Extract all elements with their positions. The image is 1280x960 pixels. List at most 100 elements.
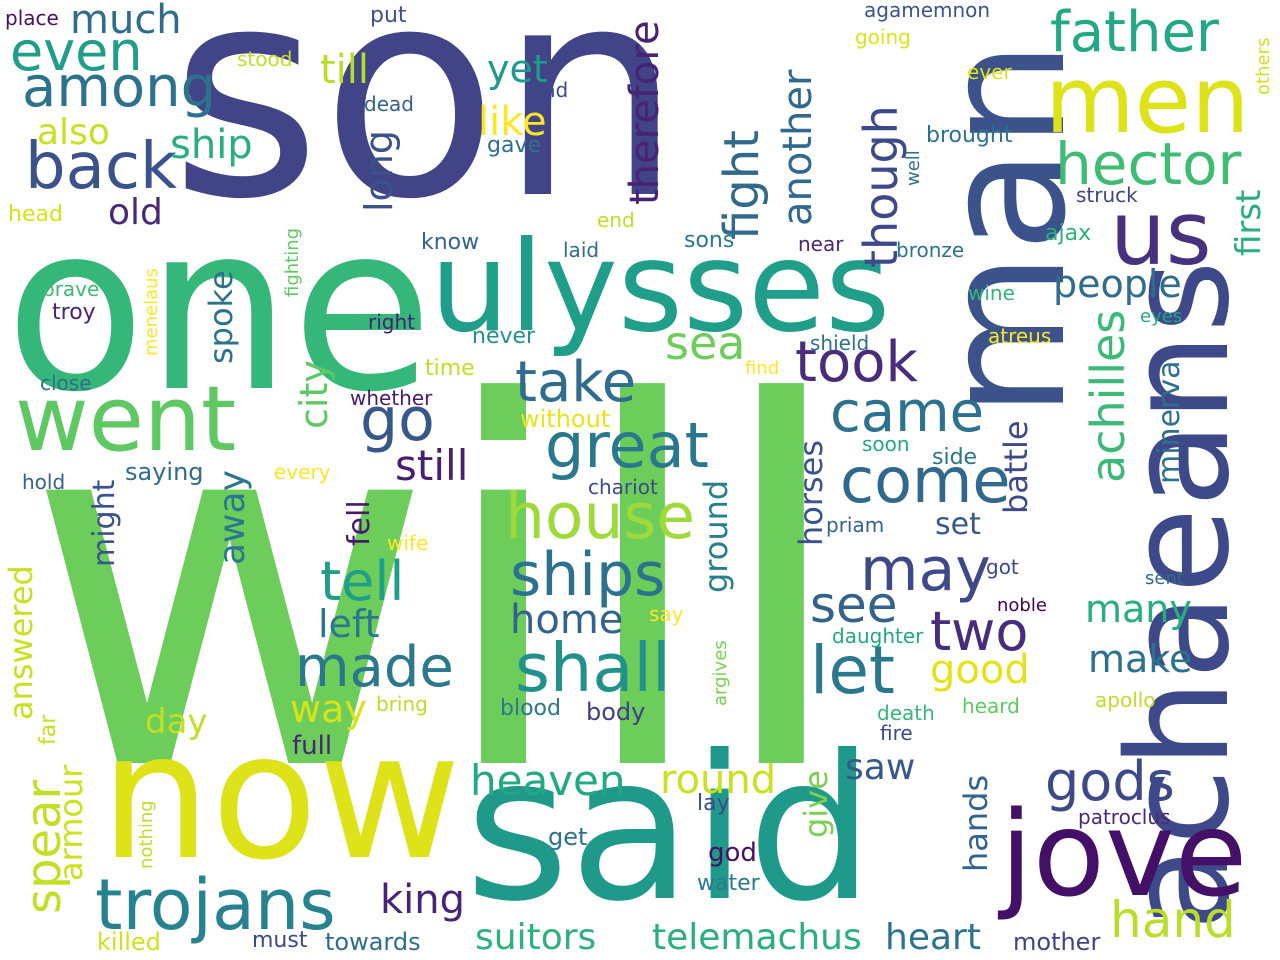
word-going: going <box>855 25 911 49</box>
word-killed: killed <box>97 928 161 956</box>
word-chariot: chariot <box>588 475 658 499</box>
word-long: long <box>357 129 401 212</box>
word-death: death <box>877 701 935 725</box>
word-go: go <box>360 385 435 455</box>
word-men: men <box>1045 47 1250 154</box>
word-sent: sent <box>1145 568 1184 589</box>
word-among: among <box>22 55 217 120</box>
word-heaven: heaven <box>470 756 626 805</box>
word-heard: heard <box>962 694 1020 718</box>
word-end: end <box>597 208 635 232</box>
word-noble: noble <box>997 595 1047 616</box>
word-lay: lay <box>697 791 730 816</box>
word-fighting: fighting <box>282 227 303 297</box>
word-blood: blood <box>500 696 561 721</box>
word-answered: answered <box>2 565 40 720</box>
word-trojans: trojans <box>95 864 336 946</box>
word-laid: laid <box>563 238 600 262</box>
word-menelaus: menelaus <box>141 268 162 356</box>
word-brave: brave <box>42 277 100 301</box>
word-hands: hands <box>957 774 995 872</box>
word-made: made <box>295 635 454 700</box>
word-father: father <box>1050 0 1219 65</box>
word-city: city <box>292 360 336 429</box>
word-son: son <box>170 0 683 263</box>
word-away: away <box>212 470 253 565</box>
word-shall: shall <box>515 629 671 707</box>
word-left: left <box>318 602 380 646</box>
word-ajax: ajax <box>1045 221 1092 246</box>
word-many: many <box>1085 587 1192 631</box>
word-priam: priam <box>826 513 885 537</box>
word-hector: hector <box>1055 130 1242 198</box>
word-hand: hand <box>1110 891 1236 949</box>
word-fire: fire <box>880 721 913 745</box>
word-therefore: therefore <box>622 20 668 205</box>
word-came: came <box>830 380 985 445</box>
word-nothing: nothing <box>136 800 157 869</box>
word-said: said <box>465 713 875 946</box>
word-two: two <box>930 600 1029 663</box>
word-head: head <box>8 202 63 227</box>
word-fight: fight <box>714 130 770 240</box>
word-sons: sons <box>684 228 735 253</box>
word-far: far <box>36 714 61 745</box>
word-never: never <box>472 324 536 349</box>
word-armour: armour <box>52 764 90 881</box>
word-battle: battle <box>997 420 1035 514</box>
word-close: close <box>40 371 92 395</box>
word-brought: brought <box>926 123 1013 148</box>
word-stood: stood <box>237 47 293 71</box>
word-still: still <box>395 441 469 490</box>
word-argives: argives <box>710 640 731 706</box>
word-one: one <box>5 176 433 443</box>
word-struck: struck <box>1076 183 1138 207</box>
word-troy: troy <box>52 300 96 325</box>
word-king: king <box>380 877 466 923</box>
word-soon: soon <box>862 432 910 456</box>
word-round: round <box>660 757 777 803</box>
word-may: may <box>860 535 991 605</box>
word-wine: wine <box>968 281 1015 305</box>
word-great: great <box>545 409 709 482</box>
word-patroclus: patroclus <box>1078 805 1171 829</box>
word-give: give <box>797 770 835 838</box>
word-place: place <box>5 6 59 30</box>
word-yet: yet <box>487 47 548 91</box>
word-agamemnon: agamemnon <box>864 0 991 22</box>
word-first: first <box>1229 189 1269 256</box>
word-wife: wife <box>387 531 429 555</box>
word-atreus: atreus <box>988 324 1052 348</box>
word-like: like <box>478 99 547 145</box>
word-near: near <box>798 232 844 256</box>
word-shield: shield <box>810 331 870 355</box>
word-land: land <box>525 78 569 102</box>
word-eyes: eyes <box>1140 306 1183 327</box>
word-set: set <box>935 507 981 542</box>
word-make: make <box>1088 637 1193 681</box>
word-tell: tell <box>320 550 405 613</box>
word-let: let <box>810 632 895 709</box>
word-get: get <box>548 823 588 851</box>
word-apollo: apollo <box>1095 688 1156 712</box>
word-ground: ground <box>697 479 735 593</box>
word-right: right <box>368 310 415 334</box>
word-ships: ships <box>510 540 666 610</box>
word-god: god <box>708 838 757 868</box>
word-hold: hold <box>22 470 66 494</box>
word-time: time <box>425 356 475 381</box>
word-gods: gods <box>1045 750 1175 813</box>
word-even: even <box>10 20 143 83</box>
word-say: say <box>649 602 684 626</box>
word-us: us <box>1110 182 1212 285</box>
word-spoke: spoke <box>202 270 240 364</box>
word-minerva: minerva <box>1152 360 1187 484</box>
word-every: every <box>274 460 331 484</box>
word-back: back <box>25 130 178 204</box>
word-towards: towards <box>325 928 421 956</box>
word-will: will <box>25 299 851 881</box>
word-side: side <box>932 445 978 470</box>
word-old: old <box>108 192 163 233</box>
word-dead: dead <box>364 92 414 116</box>
